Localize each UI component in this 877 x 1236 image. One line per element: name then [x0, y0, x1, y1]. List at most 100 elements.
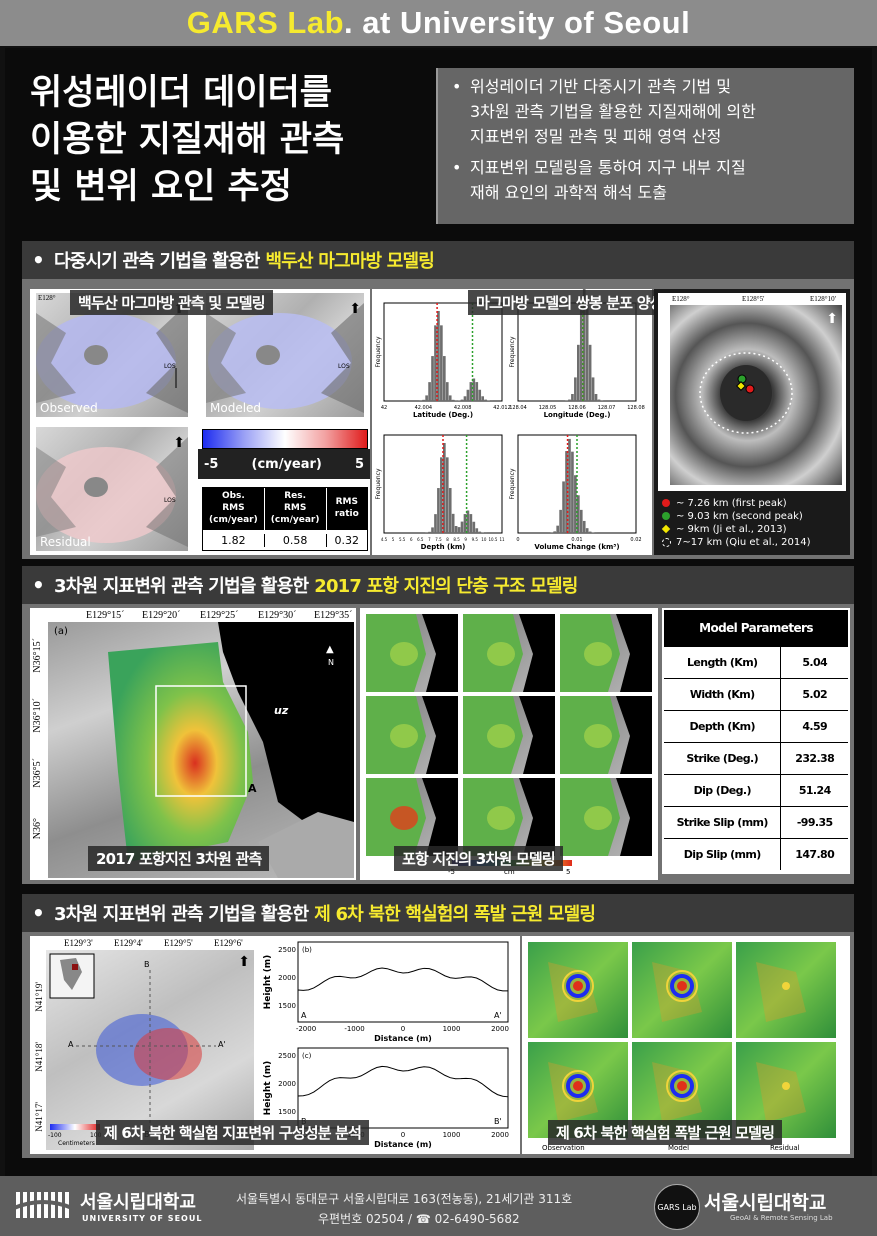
histogram-bar [443, 442, 446, 533]
axis-label: Frequency [509, 468, 516, 499]
axis-label: Height (m) [263, 955, 273, 1010]
rms-value-cell: 0.58 [265, 533, 327, 547]
section-title-prefix: 3차원 지표변위 관측 기법을 활용한 [53, 904, 309, 925]
histogram-bar [588, 344, 592, 401]
legend-item: ~ 9.03 km (second peak) [662, 510, 810, 523]
rms-value-cell: 0.32 [334, 533, 360, 547]
histogram-bar [568, 399, 571, 401]
tick-label: 1500 [278, 1002, 296, 1010]
scale-unit: Centimeters [58, 1140, 95, 1147]
colorbar-unit: (cm/year) [251, 456, 322, 472]
param-name: Strike (Deg.) [664, 743, 782, 774]
north-arrow-icon: ⬆ [826, 311, 838, 327]
histogram-bar [437, 311, 440, 401]
grid-column-label: Residual [770, 1144, 800, 1152]
legend-text: ~ 7.26 km (first peak) [676, 498, 787, 509]
legend-item: 7~17 km (Qiu et al., 2014) [662, 536, 810, 549]
tick-label: 0 [516, 537, 519, 543]
colorbar-min: -5 [204, 456, 219, 472]
relief-panel: E128° E128°5' E128°10' ⬆ ~ 7.26 km (firs… [654, 289, 850, 555]
histogram-bar [556, 525, 559, 533]
param-row: Width (Km) 5.02 [664, 678, 848, 710]
section1-left-label: 백두산 마그마방 관측 및 모델링 [70, 290, 273, 315]
summary-text: 위성레이더 기반 다중시기 관측 기법 및 3차원 관측 기법을 활용한 지질재… [470, 77, 756, 146]
legend-item: ~ 9km (Ji et al., 2013) [661, 523, 810, 536]
north-arrow-icon: ▲ [326, 644, 334, 655]
section-title: • 3차원 지표변위 관측 기법을 활용한 제 6차 북한 핵실험의 폭발 근원… [22, 894, 854, 932]
tick-label: 42 [381, 405, 387, 411]
coord-label: E129°4' [114, 938, 143, 948]
section3-left-label: 제 6차 북한 핵실험 지표변위 구성성분 분석 [96, 1120, 370, 1145]
param-value: 51.24 [798, 784, 831, 797]
histogram-bar [553, 531, 557, 533]
pohang-model-grid: -5 cm 5 [360, 608, 658, 880]
tick-label: 1000 [443, 1131, 461, 1139]
histogram-bar [571, 451, 574, 533]
nk-model-tile [736, 942, 836, 1038]
lab-subtitle: GeoAI & Remote Sensing Lab [730, 1214, 833, 1222]
box-tag: A [248, 782, 257, 795]
histogram-bar [454, 526, 458, 533]
histogram-bar [585, 528, 589, 533]
rms-header-cell: Obs. RMS (cm/year) [203, 488, 265, 530]
histogram-bar [568, 438, 571, 533]
section-pohang: • 3차원 지표변위 관측 기법을 활용한 2017 포항 지진의 단층 구조 … [22, 566, 854, 884]
param-row: Depth (Km) 4.59 [664, 710, 848, 742]
histogram-bar [579, 509, 583, 533]
coord-label: N41°17' [34, 1102, 44, 1132]
nk-model-tile [632, 942, 732, 1038]
histogram-bar [445, 382, 449, 401]
histogram-bar [574, 377, 577, 401]
section-title-highlight: 제 6차 북한 핵실험의 폭발 근원 모델링 [314, 904, 596, 925]
tick-label: 128.06 [568, 405, 586, 411]
tick-label: 128.04 [509, 405, 527, 411]
legend-text: 7~17 km (Qiu et al., 2014) [676, 537, 811, 548]
histogram-bar [582, 289, 586, 401]
nk-model-tile [528, 942, 628, 1038]
model-map-tile [366, 778, 458, 856]
param-name: Width (Km) [664, 679, 782, 710]
histogram-bar [585, 306, 589, 401]
histogram-panel: 42 42.004 42.008 42.012 Latitude (Deg.) Frequ… [372, 289, 652, 555]
coord-label: E128° [38, 294, 56, 302]
histogram-bar [472, 521, 476, 533]
tick-label: 42.012 [493, 405, 511, 411]
param-row: Dip Slip (mm) 147.80 [664, 838, 848, 870]
section-title: • 다중시기 관측 기법을 활용한 백두산 마그마방 모델링 [22, 241, 854, 279]
histogram-bar [475, 382, 479, 401]
tick-label: 42.004 [415, 405, 433, 411]
histogram-bar [431, 356, 434, 401]
histogram-bar [440, 457, 443, 533]
param-value: 5.02 [802, 688, 828, 701]
axis-label: Distance (m) [374, 1140, 432, 1149]
axis-label: Distance (m) [374, 1034, 432, 1043]
axis-label: Height (m) [263, 1061, 273, 1116]
map-label-b: B [144, 960, 150, 969]
tick-label: 5.5 [399, 537, 406, 542]
param-name: Length (Km) [664, 647, 782, 678]
model-map-tile [560, 778, 652, 856]
tick-label: 128.08 [627, 405, 645, 411]
param-row: Dip (Deg.) 51.24 [664, 774, 848, 806]
histogram-bar [445, 457, 449, 533]
lab-logo-icon: GARS Lab [654, 1184, 700, 1230]
lab-badge-text: GARS Lab [657, 1202, 697, 1212]
param-row: Length (Km) 5.04 [664, 646, 848, 678]
relief-frame: E128° E128°5' E128°10' ⬆ [658, 293, 846, 491]
north-label: N [328, 658, 334, 667]
tick-label: 0 [401, 1131, 405, 1139]
legend-text: ~ 9.03 km (second peak) [676, 511, 803, 522]
poster-title: 위성레이더 데이터를 이용한 지질재해 관측 및 변위 요인 추정 [30, 73, 345, 207]
histogram-bar [591, 377, 595, 401]
histogram-bar [577, 495, 580, 533]
grid-column-label: Model [668, 1144, 690, 1152]
histogram-bar [484, 399, 487, 401]
summary-bullet: • 지표변위 모델링을 통하여 지구 내부 지질 재해 요인의 과학적 해석 도출 [452, 155, 844, 205]
histogram-bar [437, 488, 440, 533]
tick-label: 9 [464, 537, 467, 542]
tick-label: 0 [401, 1025, 405, 1033]
histogram-bar [472, 378, 476, 401]
north-arrow-icon: ⬆ [173, 435, 185, 451]
north-arrow-icon: ⬆ [349, 301, 361, 317]
param-name: Depth (Km) [664, 711, 782, 742]
